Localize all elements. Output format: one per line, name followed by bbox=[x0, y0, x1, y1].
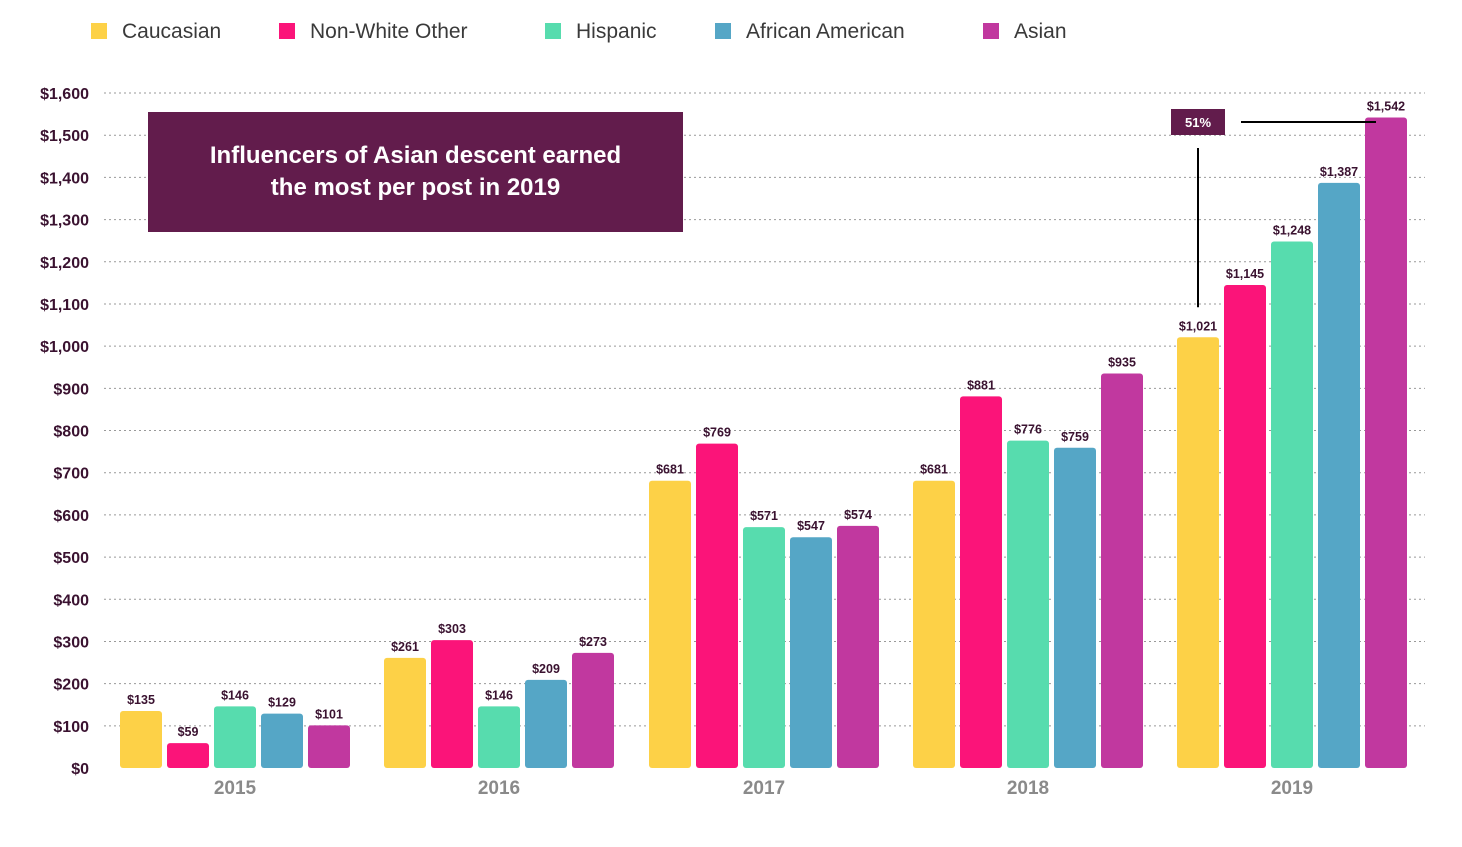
legend-swatch bbox=[715, 23, 731, 39]
bar-asian-2019 bbox=[1365, 117, 1407, 768]
data-label: $881 bbox=[967, 378, 995, 392]
bar-african-american-2018 bbox=[1054, 447, 1096, 768]
legend-label: Hispanic bbox=[576, 20, 657, 43]
bar-caucasian-2018 bbox=[913, 480, 955, 768]
bar-asian-2017 bbox=[837, 525, 879, 768]
data-label: $1,145 bbox=[1226, 267, 1264, 281]
data-label: $681 bbox=[920, 463, 948, 477]
x-tick-label: 2018 bbox=[1007, 778, 1049, 799]
y-tick-label: $800 bbox=[53, 424, 89, 441]
callout-text-line: Influencers of Asian descent earned bbox=[210, 142, 621, 169]
data-label: $769 bbox=[703, 426, 731, 440]
y-tick-label: $1,100 bbox=[40, 297, 89, 314]
legend-label: Caucasian bbox=[122, 20, 221, 43]
bar-african-american-2017 bbox=[790, 537, 832, 768]
bar-hispanic-2017 bbox=[743, 527, 785, 768]
data-label: $547 bbox=[797, 519, 825, 533]
data-label: $759 bbox=[1061, 430, 1089, 444]
bar-asian-2018 bbox=[1101, 373, 1143, 768]
bar-asian-2015 bbox=[308, 725, 350, 768]
y-tick-label: $400 bbox=[53, 592, 89, 609]
data-label: $776 bbox=[1014, 423, 1042, 437]
y-tick-label: $700 bbox=[53, 466, 89, 483]
data-label: $261 bbox=[391, 640, 419, 654]
bar-asian-2016 bbox=[572, 652, 614, 768]
legend-swatch bbox=[91, 23, 107, 39]
y-tick-label: $600 bbox=[53, 508, 89, 525]
y-tick-label: $1,000 bbox=[40, 339, 89, 356]
y-tick-label: $1,300 bbox=[40, 213, 89, 230]
legend-label: Asian bbox=[1014, 20, 1067, 43]
x-tick-label: 2015 bbox=[214, 778, 257, 799]
bars bbox=[120, 117, 1407, 768]
annotation: 51% bbox=[1171, 109, 1376, 308]
y-tick-label: $1,500 bbox=[40, 128, 89, 145]
y-tick-label: $900 bbox=[53, 381, 89, 398]
legend-label: African American bbox=[746, 20, 905, 43]
bar-african-american-2019 bbox=[1318, 182, 1360, 768]
legend-swatch bbox=[545, 23, 561, 39]
annotation-label: 51% bbox=[1185, 115, 1211, 130]
bar-african-american-2016 bbox=[525, 679, 567, 768]
data-label: $1,387 bbox=[1320, 165, 1358, 179]
data-label: $1,248 bbox=[1273, 224, 1311, 238]
y-tick-label: $500 bbox=[53, 550, 89, 567]
bar-hispanic-2019 bbox=[1271, 241, 1313, 768]
callout-text-line: the most per post in 2019 bbox=[271, 174, 560, 201]
bar-hispanic-2018 bbox=[1007, 440, 1049, 768]
data-label: $101 bbox=[315, 707, 343, 721]
bar-caucasian-2019 bbox=[1177, 337, 1219, 768]
data-label: $935 bbox=[1108, 356, 1136, 370]
bar-african-american-2015 bbox=[261, 713, 303, 768]
bar-caucasian-2017 bbox=[649, 480, 691, 768]
data-label: $571 bbox=[750, 509, 778, 523]
y-tick-label: $1,400 bbox=[40, 170, 89, 187]
data-label: $303 bbox=[438, 622, 466, 636]
data-label: $129 bbox=[268, 696, 296, 710]
data-label: $209 bbox=[532, 662, 560, 676]
bar-non-white-other-2019 bbox=[1224, 284, 1266, 768]
y-tick-label: $300 bbox=[53, 634, 89, 651]
data-label: $146 bbox=[485, 688, 513, 702]
x-axis-ticks: 2015 2016 2017 2018 2019 bbox=[214, 778, 1313, 799]
callout: Influencers of Asian descent earned the m… bbox=[148, 112, 683, 232]
x-tick-label: 2016 bbox=[478, 778, 520, 799]
data-label: $146 bbox=[221, 688, 249, 702]
bar-caucasian-2016 bbox=[384, 657, 426, 768]
bar-non-white-other-2018 bbox=[960, 396, 1002, 768]
bar-non-white-other-2017 bbox=[696, 443, 738, 768]
bar-caucasian-2015 bbox=[120, 711, 162, 768]
data-label: $273 bbox=[579, 635, 607, 649]
data-label: $1,021 bbox=[1179, 319, 1217, 333]
legend-swatch bbox=[983, 23, 999, 39]
data-label: $1,542 bbox=[1367, 99, 1405, 113]
y-tick-label: $0 bbox=[71, 761, 89, 778]
data-label: $681 bbox=[656, 463, 684, 477]
y-axis-ticks: $0 $100 $200 $300 $400 $500 $600 $700 $800 $900 $1… bbox=[40, 86, 89, 778]
y-tick-label: $200 bbox=[53, 677, 89, 694]
bar-hispanic-2015 bbox=[214, 706, 256, 768]
data-label: $59 bbox=[178, 725, 199, 739]
bar-non-white-other-2015 bbox=[167, 743, 209, 768]
x-tick-label: 2017 bbox=[743, 778, 785, 799]
legend-label: Non-White Other bbox=[310, 20, 468, 43]
legend-swatch bbox=[279, 23, 295, 39]
data-label: $574 bbox=[844, 508, 872, 522]
y-tick-label: $1,200 bbox=[40, 255, 89, 272]
y-tick-label: $1,600 bbox=[40, 86, 89, 103]
data-labels: $135 $59 $146 $129 $101 $261 $303 $146 $209 $273 $… bbox=[127, 99, 1405, 739]
annotation-badge bbox=[1171, 109, 1225, 135]
bar-hispanic-2016 bbox=[478, 706, 520, 768]
y-tick-label: $100 bbox=[53, 719, 89, 736]
bar-non-white-other-2016 bbox=[431, 640, 473, 768]
data-label: $135 bbox=[127, 693, 155, 707]
x-tick-label: 2019 bbox=[1271, 778, 1313, 799]
legend: Caucasian Non-White Other Hispanic African … bbox=[91, 20, 1067, 43]
callout-box bbox=[148, 112, 683, 232]
